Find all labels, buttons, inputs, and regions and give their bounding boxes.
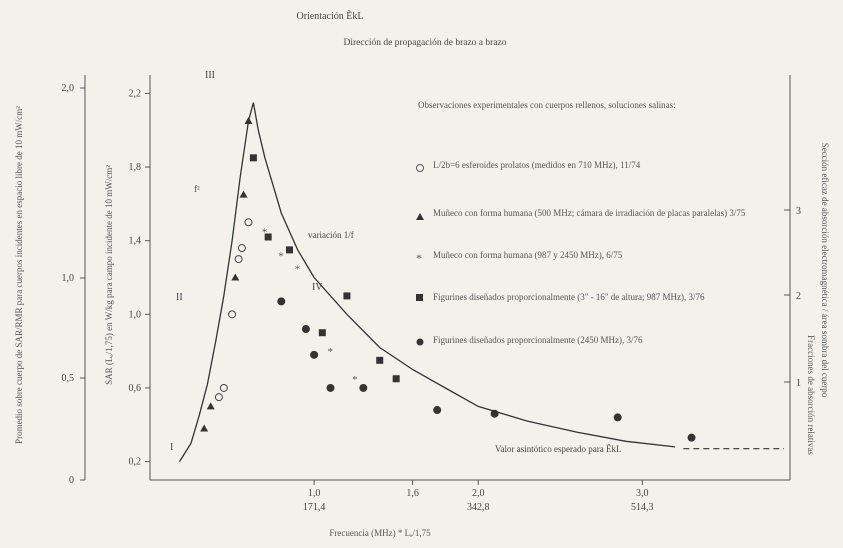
right-ticks: 1 2 3 xyxy=(784,206,801,389)
y-inner-tick-label-3: 1,4 xyxy=(129,236,142,247)
legend: Observaciones experimentales con cuerpos… xyxy=(416,100,746,346)
annotation-asymptote: Valor asintótico esperado para ẼkL xyxy=(495,444,621,454)
legend-marker-square xyxy=(416,294,423,301)
legend-item-filled-circle: Figurines diseñados proporcionalmente (2… xyxy=(416,335,643,346)
chart-subtitle: Dirección de propagación de brazo a braz… xyxy=(344,38,507,48)
filled-circle-point-8 xyxy=(687,433,696,442)
annotation-f-squared: f² xyxy=(194,184,200,194)
filled-circle-point-1 xyxy=(301,325,310,334)
legend-item-triangle: Muñeco con forma humana (500 MHz; cámara… xyxy=(416,208,746,220)
x-tick-label-0: 1,0 xyxy=(308,488,321,499)
legend-marker-open-circle xyxy=(416,164,424,172)
legend-marker-star: * xyxy=(416,251,422,265)
square-point-5 xyxy=(376,356,384,364)
y-inner-tick-label-5: 2,2 xyxy=(129,88,142,99)
y-label-right-outer: Sección eficaz de absorción electromagné… xyxy=(820,143,830,398)
triangle-point-4 xyxy=(244,117,253,125)
legend-item-star: * Muñeco con forma humana (987 y 2450 MH… xyxy=(416,250,623,265)
triangle-point-2 xyxy=(231,273,240,281)
square-point-6 xyxy=(392,375,400,383)
annotation-curve-label: variación 1/f xyxy=(308,230,354,240)
filled-circle-point-2 xyxy=(310,350,319,359)
points-layer: * * * * * xyxy=(200,117,696,442)
open-circle-point-4 xyxy=(237,244,246,253)
y-inner-tick-label-1: 0,6 xyxy=(129,383,142,394)
filled-circle-point-5 xyxy=(433,406,442,415)
y-label-right-inner: Fracciones de absorción relativas xyxy=(806,335,816,455)
star-point-0: * xyxy=(262,226,268,238)
x-tick-sublabel-2: 342,8 xyxy=(467,502,490,513)
y-inner-tick-label-0: 0,2 xyxy=(129,457,142,468)
square-point-2 xyxy=(285,246,293,254)
filled-circle-point-3 xyxy=(326,383,335,392)
x-tick-label-3: 3,0 xyxy=(636,488,649,499)
open-circle-point-0 xyxy=(214,393,223,402)
legend-item-open-circle: L/2b=6 esferoides prolatos (medidos en 7… xyxy=(416,160,641,172)
legend-title: Observaciones experimentales con cuerpos… xyxy=(418,100,676,110)
right-tick-3: 3 xyxy=(796,206,801,217)
triangle-point-0 xyxy=(200,424,209,432)
open-circle-point-5 xyxy=(244,218,253,227)
legend-label-star: Muñeco con forma humana (987 y 2450 MHz)… xyxy=(433,250,623,260)
legend-label-open-circle: L/2b=6 esferoides prolatos (medidos en 7… xyxy=(433,160,641,170)
tick-layer: 0,2 0,6 1,0 1,4 1,8 2,2 1,0 171,4 1,6 2,0 342,8 3,0… xyxy=(129,88,654,513)
filled-circle-point-7 xyxy=(613,413,622,422)
x-axis-label: Frecuencia (MHz) * Lₑ/1,75 xyxy=(329,528,431,538)
legend-marker-triangle xyxy=(416,213,424,220)
star-point-4: * xyxy=(352,374,358,386)
square-point-1 xyxy=(264,233,272,241)
filled-circle-point-0 xyxy=(277,297,286,306)
y-inner-tick-label-4: 1,8 xyxy=(129,162,142,173)
star-point-1: * xyxy=(278,250,284,262)
filled-circle-point-4 xyxy=(359,383,368,392)
legend-label-filled-circle: Figurines diseñados proporcionalmente (2… xyxy=(433,335,643,345)
legend-label-square: Figurines diseñados proporcionalmente (3… xyxy=(433,292,705,302)
outer-tick-3: 2,0 xyxy=(62,83,75,94)
square-point-4 xyxy=(343,292,351,300)
star-point-2: * xyxy=(295,263,301,275)
outer-tick-1: 0,5 xyxy=(62,373,75,384)
right-tick-1: 1 xyxy=(796,378,801,389)
square-point-0 xyxy=(249,154,257,162)
x-tick-label-2: 2,0 xyxy=(472,488,485,499)
curve-layer xyxy=(178,102,784,462)
legend-title-line: Observaciones experimentales con cuerpos… xyxy=(418,100,676,110)
star-point-3: * xyxy=(328,346,334,358)
y-label-outer: Promedio sobre cuerpo de SAR/RMR para cu… xyxy=(14,106,24,444)
legend-marker-filled-circle xyxy=(416,338,424,346)
triangle-point-3 xyxy=(239,190,248,198)
outer-tick-2: 1,0 xyxy=(62,273,75,284)
x-tick-sublabel-0: 171,4 xyxy=(303,502,326,513)
outer-left-ticks: 0 0,5 1,0 2,0 xyxy=(62,83,85,486)
legend-item-square: Figurines diseñados proporcionalmente (3… xyxy=(416,292,705,302)
filled-circle-point-6 xyxy=(490,409,499,418)
annotation-region-4: IV xyxy=(312,282,323,293)
open-circle-point-2 xyxy=(228,310,237,319)
right-tick-2: 2 xyxy=(796,291,801,302)
y-label-inner: SAR (Lₑ/1,75) en W/kg para campo inciden… xyxy=(104,165,114,385)
model-curve xyxy=(178,102,676,462)
annotation-region-1: I xyxy=(170,442,173,453)
annotation-region-2: II xyxy=(176,292,183,303)
outer-tick-0: 0 xyxy=(69,475,74,486)
y-inner-tick-label-2: 1,0 xyxy=(129,309,142,320)
chart-title: Orientación ẼkL xyxy=(297,10,364,22)
open-circle-point-1 xyxy=(219,383,228,392)
x-tick-label-1: 1,6 xyxy=(406,488,419,499)
x-tick-sublabel-3: 514,3 xyxy=(631,502,654,513)
legend-label-triangle: Muñeco con forma humana (500 MHz; cámara… xyxy=(433,208,746,218)
triangle-point-1 xyxy=(206,402,215,410)
annotation-peak: III xyxy=(205,70,215,81)
open-circle-point-3 xyxy=(234,255,243,264)
square-point-3 xyxy=(318,329,326,337)
